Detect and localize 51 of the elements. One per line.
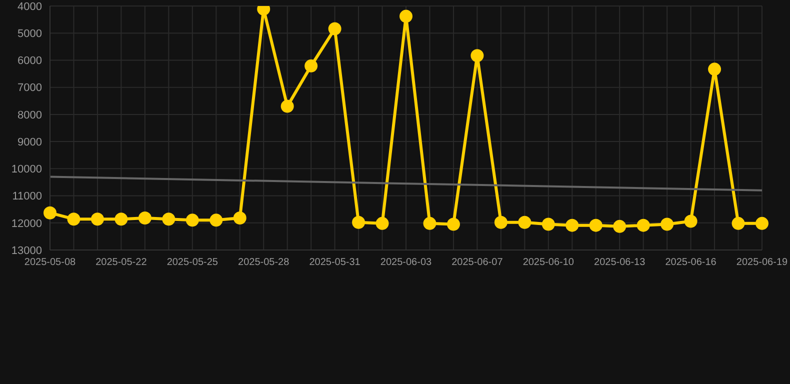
x-tick-label: 2025-05-31 <box>309 257 361 268</box>
x-tick-label: 2025-06-16 <box>665 257 717 268</box>
point <box>732 216 745 230</box>
x-tick-label: 2025-05-08 <box>24 257 76 268</box>
point <box>423 216 436 230</box>
point <box>233 212 246 225</box>
y-tick-label: 12000 <box>11 218 42 230</box>
point <box>684 214 698 228</box>
point <box>210 214 223 227</box>
point <box>518 216 532 229</box>
point <box>470 49 484 62</box>
x-tick-label: 2025-06-07 <box>452 257 504 268</box>
point <box>566 218 579 232</box>
point <box>613 220 626 233</box>
point <box>138 212 152 225</box>
point <box>636 218 650 232</box>
point <box>44 206 56 220</box>
x-tick-label: 2025-05-22 <box>96 257 148 268</box>
point <box>756 216 768 230</box>
point <box>352 216 366 229</box>
point <box>446 218 460 231</box>
y-tick-label: 11000 <box>12 190 42 203</box>
y-tick-label: 9000 <box>18 136 42 148</box>
y-tick-label: 8000 <box>18 109 42 122</box>
point <box>494 216 508 229</box>
point <box>67 212 80 226</box>
x-tick-label: 2025-05-28 <box>238 257 290 268</box>
y-tick-label: 10000 <box>11 164 42 176</box>
y-tick-label: 5000 <box>18 28 42 40</box>
x-tick-label: 2025-05-25 <box>166 257 218 268</box>
y-tick-label: 6000 <box>18 55 42 68</box>
x-tick-label: 2025-06-19 <box>736 257 788 268</box>
y-tick-label: 7000 <box>18 82 42 94</box>
point <box>114 212 128 226</box>
point <box>186 214 199 227</box>
point <box>376 216 389 230</box>
point <box>708 62 722 76</box>
y-tick-label: 13000 <box>11 244 42 257</box>
x-tick-label: 2025-06-03 <box>380 257 432 268</box>
point <box>162 212 176 226</box>
x-tick-label: 2025-06-10 <box>522 257 574 268</box>
point <box>589 218 602 232</box>
y-tick-label: 4000 <box>18 0 42 13</box>
point <box>328 22 342 36</box>
point <box>280 100 294 113</box>
point <box>304 59 318 72</box>
point <box>400 10 412 23</box>
point <box>542 218 555 231</box>
point <box>660 218 674 231</box>
x-tick-label: 2025-06-13 <box>594 257 646 268</box>
point <box>90 212 104 226</box>
